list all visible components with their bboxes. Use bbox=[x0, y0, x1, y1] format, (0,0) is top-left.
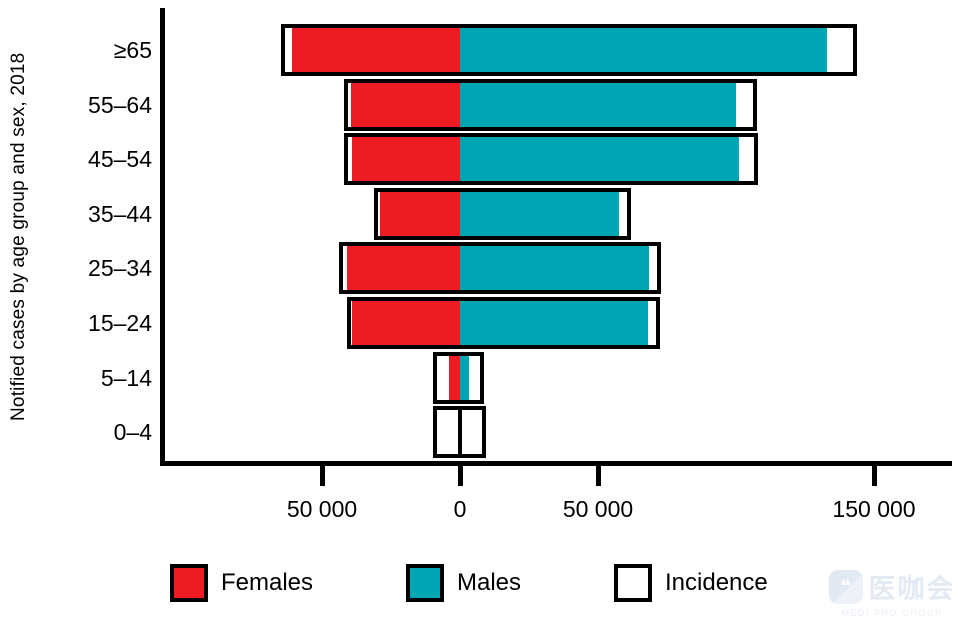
y-axis-line bbox=[160, 8, 165, 466]
age-group-label: 0–4 bbox=[113, 419, 152, 446]
females-bar bbox=[448, 355, 460, 400]
x-tick-label: 50 000 bbox=[562, 496, 634, 522]
incidence-bar bbox=[432, 406, 487, 459]
age-group-label: 55–64 bbox=[88, 91, 152, 118]
females-bar bbox=[291, 28, 460, 72]
age-group-label: 15–24 bbox=[88, 310, 152, 336]
x-tick bbox=[457, 466, 463, 486]
incidence-bar bbox=[344, 133, 759, 186]
males-bar bbox=[459, 191, 619, 236]
males-bar bbox=[459, 28, 828, 72]
age-group-label: ≥65 bbox=[113, 37, 152, 63]
legend: Females Males Incidence bbox=[0, 560, 958, 610]
incidence-bar bbox=[280, 24, 858, 76]
legend-label-incidence: Incidence bbox=[665, 569, 768, 596]
females-bar bbox=[346, 246, 460, 291]
legend-label-females: Females bbox=[221, 569, 314, 596]
males-bar bbox=[459, 355, 470, 400]
females-bar bbox=[350, 82, 460, 127]
incidence-bar bbox=[344, 78, 757, 131]
x-tick bbox=[319, 466, 325, 486]
legend-swatch-females bbox=[170, 564, 208, 602]
incidence-bar bbox=[346, 297, 661, 349]
x-tick-label: 50 000 bbox=[286, 496, 358, 522]
females-bar bbox=[379, 191, 460, 236]
x-tick-label: 150 000 bbox=[832, 496, 916, 522]
males-bar bbox=[459, 301, 648, 345]
incidence-bar bbox=[374, 187, 632, 240]
age-group-label: 35–44 bbox=[88, 200, 152, 227]
legend-item-incidence: Incidence bbox=[614, 560, 768, 606]
males-bar bbox=[459, 137, 739, 182]
incidence-bar bbox=[338, 242, 662, 295]
legend-label-males: Males bbox=[457, 569, 522, 596]
legend-swatch-incidence bbox=[614, 564, 652, 602]
legend-item-males: Males bbox=[406, 560, 521, 606]
x-tick bbox=[871, 466, 877, 486]
females-bar bbox=[352, 301, 460, 345]
x-tick bbox=[595, 466, 601, 486]
x-axis-line bbox=[160, 461, 952, 466]
legend-swatch-males bbox=[406, 564, 444, 602]
legend-item-females: Females bbox=[170, 560, 313, 606]
females-bar bbox=[352, 137, 460, 182]
age-group-label: 45–54 bbox=[88, 146, 152, 173]
males-bar bbox=[459, 82, 736, 127]
incidence-bar bbox=[432, 351, 484, 404]
males-bar bbox=[459, 246, 650, 291]
age-group-label: 25–34 bbox=[88, 255, 152, 282]
x-tick-label: 0 bbox=[453, 496, 467, 522]
age-group-label: 5–14 bbox=[100, 364, 152, 391]
zero-line bbox=[457, 410, 462, 455]
